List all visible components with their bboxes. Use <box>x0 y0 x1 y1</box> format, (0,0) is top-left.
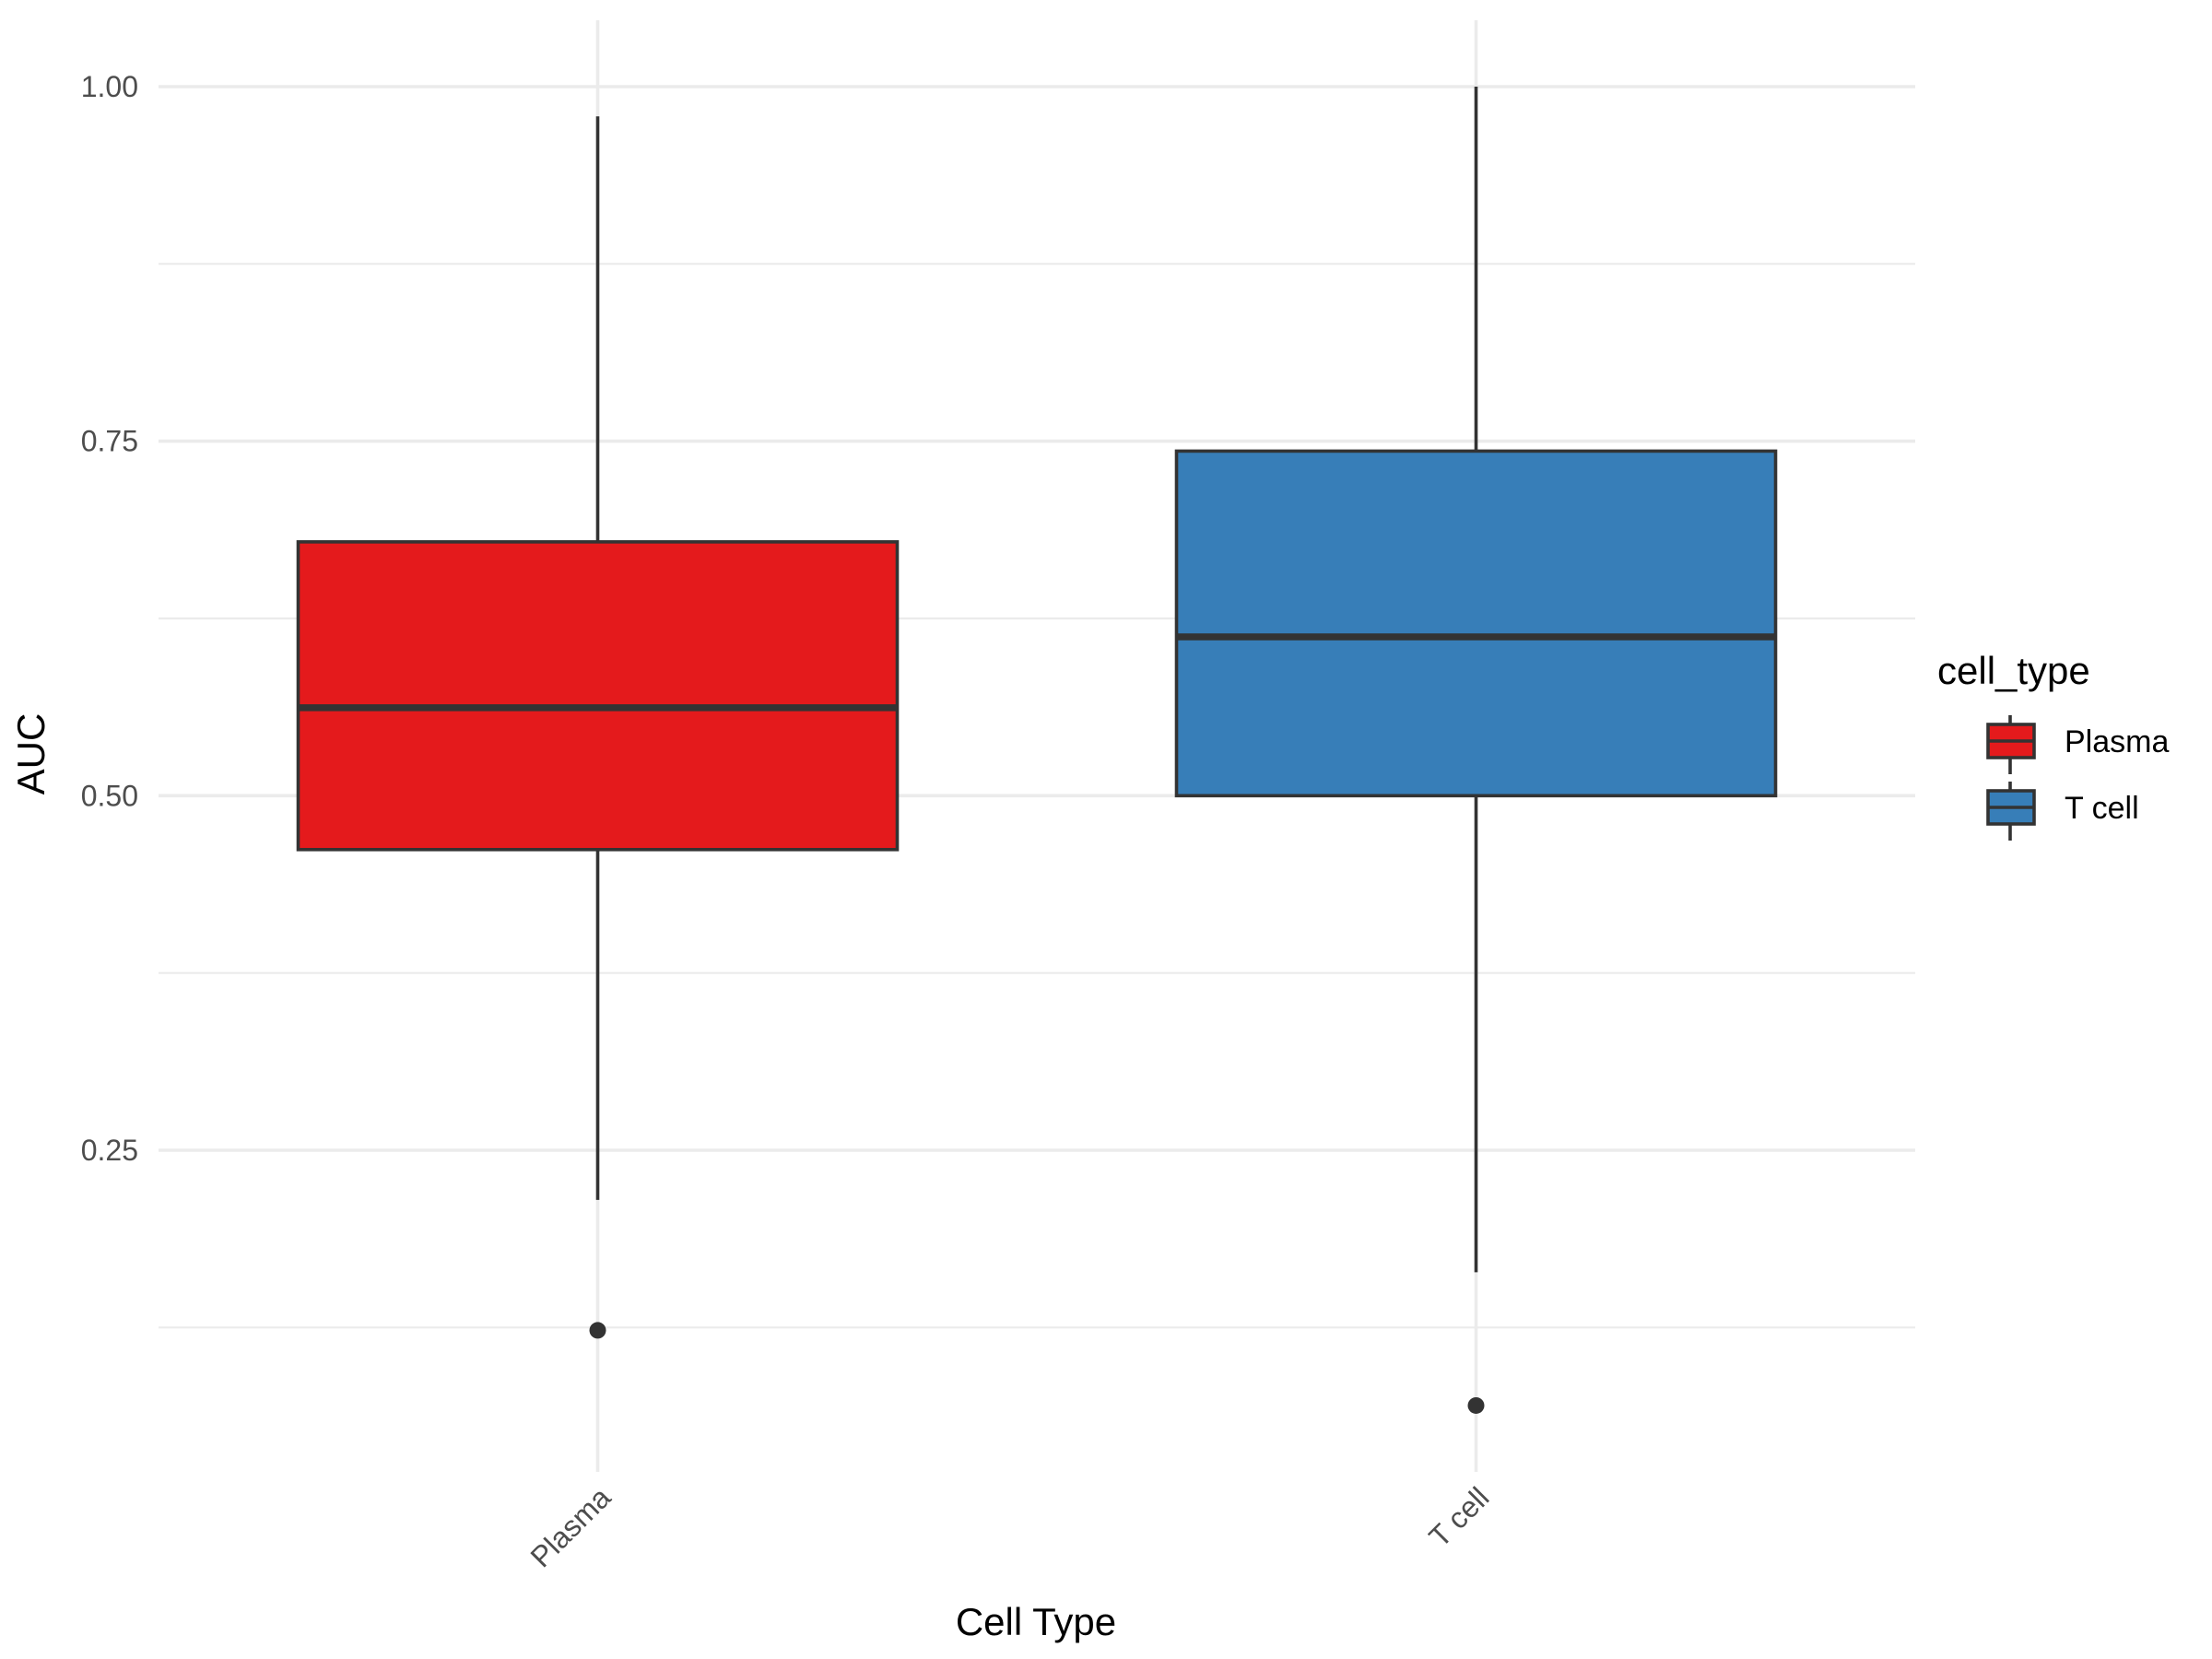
box-iqr <box>296 540 900 852</box>
legend-item: Plasma <box>1986 715 2169 774</box>
x-axis-title: Cell Type <box>956 1600 1116 1643</box>
legend-label: T cell <box>2065 791 2139 826</box>
x-axis: Plasma T cell <box>524 1480 1496 1573</box>
y-axis-title: AUC <box>9 713 53 795</box>
outlier-point <box>1467 1396 1485 1414</box>
x-tick-label: Plasma <box>524 1480 618 1573</box>
legend: cell_type Plasma T cell <box>1937 649 2169 841</box>
y-tick-label: 0.25 <box>81 1134 138 1167</box>
legend-label: Plasma <box>2065 724 2169 759</box>
box-t-cell <box>1174 87 1778 1414</box>
y-axis: 0.25 0.50 0.75 1.00 <box>81 70 138 1167</box>
outlier-point <box>589 1322 606 1339</box>
legend-item: T cell <box>1986 782 2139 841</box>
box-plasma <box>296 116 900 1339</box>
y-tick-label: 1.00 <box>81 70 138 103</box>
y-tick-label: 0.50 <box>81 779 138 812</box>
x-tick-label: T cell <box>1422 1480 1495 1553</box>
y-tick-label: 0.75 <box>81 425 138 458</box>
plot-area <box>296 87 1778 1414</box>
legend-title: cell_type <box>1937 649 2090 692</box>
box-iqr <box>1174 449 1778 798</box>
